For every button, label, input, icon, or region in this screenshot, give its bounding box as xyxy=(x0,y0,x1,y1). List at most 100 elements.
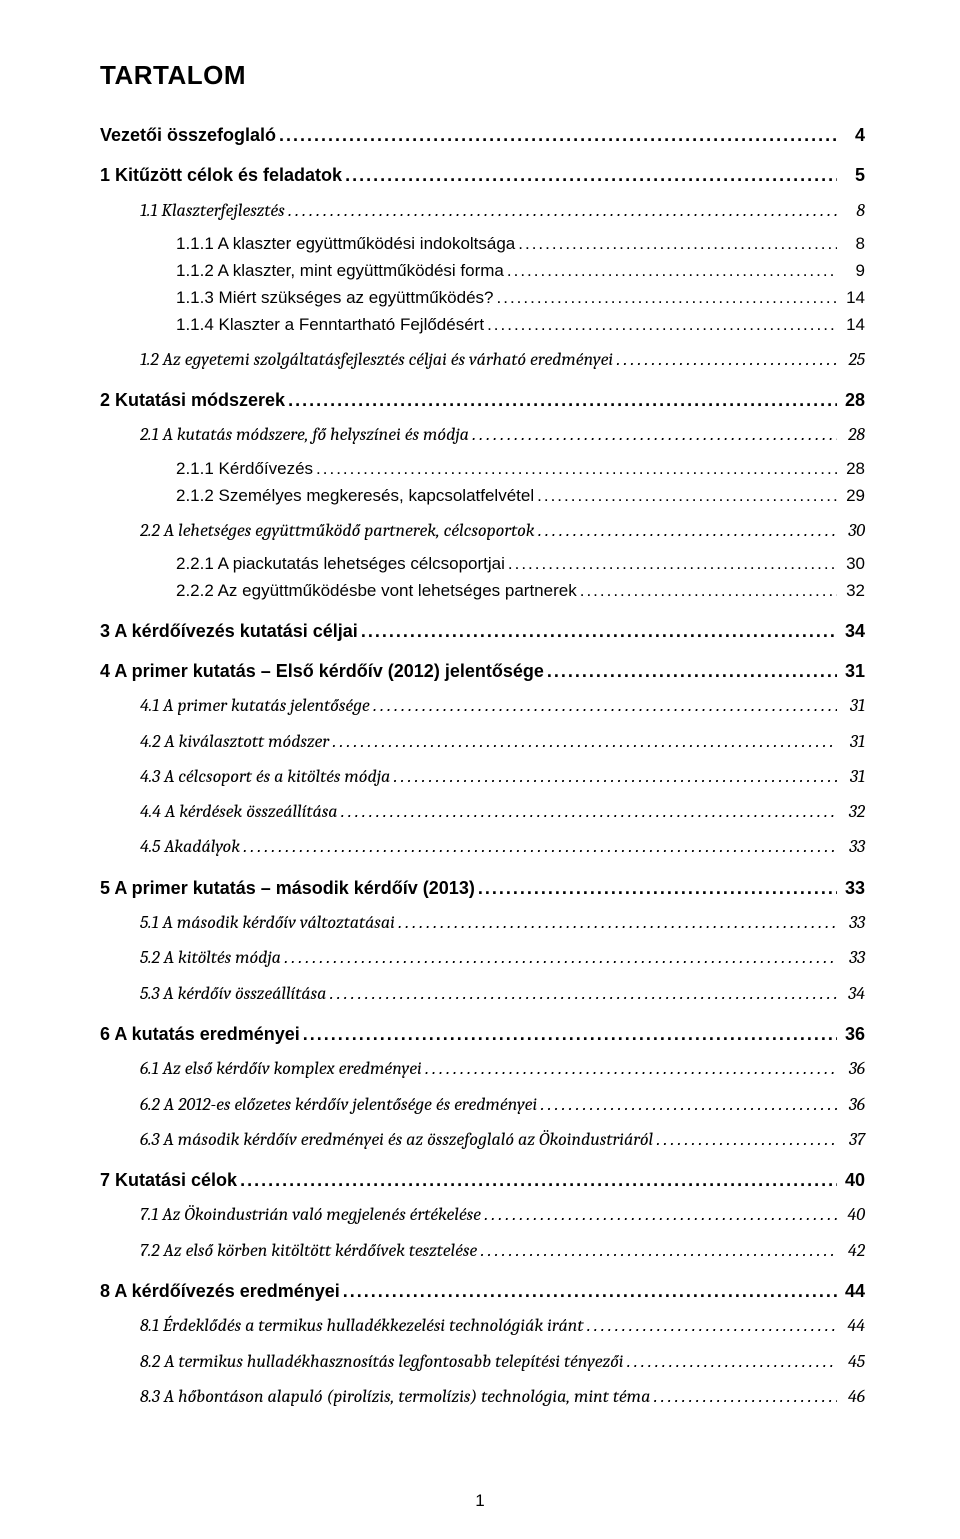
toc-leader: ........................................… xyxy=(505,553,837,576)
toc-entry-label: 7 Kutatási célok xyxy=(100,1168,237,1192)
toc-entry-label: 4.5 Akadályok xyxy=(140,835,240,859)
toc-entry-label: 4 A primer kutatás – Első kérdőív (2012)… xyxy=(100,659,544,683)
toc-entry: 4 A primer kutatás – Első kérdőív (2012)… xyxy=(100,657,865,685)
toc-leader: ........................................… xyxy=(342,163,837,187)
toc-leader: ........................................… xyxy=(358,619,837,643)
toc-entry-page: 29 xyxy=(837,485,865,508)
toc-entry: Vezetői összefoglaló....................… xyxy=(100,121,865,149)
toc-entry: 1.1.4 Klaszter a Fenntartható Fejlődésér… xyxy=(100,312,865,339)
toc-entry-label: 1.2 Az egyetemi szolgáltatásfejlesztés c… xyxy=(140,348,613,372)
toc-entry-page: 44 xyxy=(837,1279,865,1303)
toc-entry: 2.1.1 Kérdőívezés.......................… xyxy=(100,456,865,483)
toc-entry: 2.1.2 Személyes megkeresés, kapcsolatfel… xyxy=(100,483,865,510)
toc-entry: 8.2 A termikus hulladékhasznosítás legfo… xyxy=(100,1347,865,1376)
toc-leader: ........................................… xyxy=(477,1238,837,1262)
toc-entry-page: 31 xyxy=(837,659,865,683)
toc-leader: ........................................… xyxy=(535,518,837,542)
toc-entry-label: 8 A kérdőívezés eredményei xyxy=(100,1279,340,1303)
toc-leader: ........................................… xyxy=(338,799,837,823)
toc-entry-label: 1.1.2 A klaszter, mint együttműködési fo… xyxy=(176,260,504,283)
toc-list: Vezetői összefoglaló....................… xyxy=(100,121,865,1411)
toc-entry-page: 9 xyxy=(837,260,865,283)
toc-entry-label: 1.1.1 A klaszter együttműködési indokolt… xyxy=(176,233,515,256)
toc-entry: 5 A primer kutatás – második kérdőív (20… xyxy=(100,874,865,902)
toc-entry: 2 Kutatási módszerek....................… xyxy=(100,386,865,414)
toc-leader: ........................................… xyxy=(494,287,838,310)
toc-entry: 6.1 Az első kérdőív komplex eredményei..… xyxy=(100,1054,865,1083)
toc-entry-label: 6.3 A második kérdőív eredményei és az ö… xyxy=(140,1128,653,1152)
toc-entry: 8.3 A hőbontáson alapuló (pirolízis, ter… xyxy=(100,1382,865,1411)
toc-entry: 7.1 Az Ökoindustrián való megjelenés ért… xyxy=(100,1200,865,1229)
toc-leader: ........................................… xyxy=(475,876,837,900)
toc-entry-page: 40 xyxy=(837,1168,865,1192)
toc-entry-label: 2.2.1 A piackutatás lehetséges célcsopor… xyxy=(176,553,505,576)
toc-entry-page: 4 xyxy=(837,123,865,147)
toc-entry: 6.2 A 2012-es előzetes kérdőív jelentősé… xyxy=(100,1090,865,1119)
toc-entry-page: 34 xyxy=(837,982,865,1006)
toc-entry-page: 8 xyxy=(837,199,865,223)
toc-entry-label: 1.1 Klaszterfejlesztés xyxy=(140,199,285,223)
toc-entry-label: 2.1.1 Kérdőívezés xyxy=(176,458,313,481)
toc-entry-label: 5 A primer kutatás – második kérdőív (20… xyxy=(100,876,475,900)
toc-entry-page: 28 xyxy=(837,423,865,447)
toc-entry: 1.1.2 A klaszter, mint együttműködési fo… xyxy=(100,258,865,285)
toc-entry-label: 7.1 Az Ökoindustrián való megjelenés ért… xyxy=(140,1203,481,1227)
toc-leader: ........................................… xyxy=(326,981,837,1005)
toc-entry-label: 3 A kérdőívezés kutatási céljai xyxy=(100,619,358,643)
toc-entry-page: 36 xyxy=(837,1093,865,1117)
toc-leader: ........................................… xyxy=(577,580,837,603)
toc-entry-page: 30 xyxy=(837,519,865,543)
toc-entry-label: 6.2 A 2012-es előzetes kérdőív jelentősé… xyxy=(140,1093,537,1117)
toc-entry-page: 32 xyxy=(837,800,865,824)
toc-leader: ........................................… xyxy=(240,834,837,858)
toc-entry-label: 6 A kutatás eredményei xyxy=(100,1022,300,1046)
toc-entry-label: 8.2 A termikus hulladékhasznosítás legfo… xyxy=(140,1350,624,1374)
toc-leader: ........................................… xyxy=(484,314,837,337)
toc-entry: 5.2 A kitöltés módja....................… xyxy=(100,943,865,972)
toc-leader: ........................................… xyxy=(340,1279,837,1303)
toc-leader: ........................................… xyxy=(650,1384,837,1408)
toc-entry-page: 36 xyxy=(837,1057,865,1081)
toc-leader: ........................................… xyxy=(237,1168,837,1192)
toc-entry-page: 42 xyxy=(837,1239,865,1263)
toc-entry-label: 5.3 A kérdőív összeállítása xyxy=(140,982,326,1006)
toc-entry: 3 A kérdőívezés kutatási céljai.........… xyxy=(100,617,865,645)
toc-entry-label: 8.1 Érdeklődés a termikus hulladékkezelé… xyxy=(140,1314,583,1338)
toc-entry: 5.1 A második kérdőív változtatásai.....… xyxy=(100,908,865,937)
toc-leader: ........................................… xyxy=(544,659,837,683)
toc-entry: 2.2.1 A piackutatás lehetséges célcsopor… xyxy=(100,551,865,578)
toc-entry: 8 A kérdőívezés eredményei..............… xyxy=(100,1277,865,1305)
toc-entry: 5.3 A kérdőív összeállítása.............… xyxy=(100,979,865,1008)
toc-entry-label: 1.1.3 Miért szükséges az együttműködés? xyxy=(176,287,494,310)
toc-leader: ........................................… xyxy=(534,485,837,508)
toc-entry: 4.4 A kérdések összeállítása............… xyxy=(100,797,865,826)
toc-leader: ........................................… xyxy=(653,1127,837,1151)
toc-entry-label: 4.4 A kérdések összeállítása xyxy=(140,800,338,824)
toc-leader: ........................................… xyxy=(481,1202,837,1226)
toc-entry: 4.5 Akadályok...........................… xyxy=(100,832,865,861)
toc-entry-page: 28 xyxy=(837,388,865,412)
toc-entry: 7.2 Az első körben kitöltött kérdőívek t… xyxy=(100,1236,865,1265)
toc-entry-page: 36 xyxy=(837,1022,865,1046)
toc-entry-page: 31 xyxy=(837,730,865,754)
toc-entry: 6.3 A második kérdőív eredményei és az ö… xyxy=(100,1125,865,1154)
toc-entry-label: 4.2 A kiválasztott módszer xyxy=(140,730,329,754)
toc-leader: ........................................… xyxy=(281,945,837,969)
toc-entry-label: 5.2 A kitöltés módja xyxy=(140,946,281,970)
toc-leader: ........................................… xyxy=(504,260,837,283)
toc-entry-label: 2.1 A kutatás módszere, fő helyszínei és… xyxy=(140,423,469,447)
toc-entry-page: 8 xyxy=(837,233,865,256)
toc-entry: 1.2 Az egyetemi szolgáltatásfejlesztés c… xyxy=(100,345,865,374)
toc-entry-page: 40 xyxy=(837,1203,865,1227)
toc-entry-page: 31 xyxy=(837,765,865,789)
toc-entry-label: 2 Kutatási módszerek xyxy=(100,388,285,412)
toc-leader: ........................................… xyxy=(390,764,837,788)
toc-entry-label: 4.1 A primer kutatás jelentősége xyxy=(140,694,370,718)
toc-entry-page: 34 xyxy=(837,619,865,643)
toc-entry-page: 37 xyxy=(837,1128,865,1152)
toc-leader: ........................................… xyxy=(613,347,837,371)
toc-leader: ........................................… xyxy=(469,422,837,446)
toc-entry-label: 1.1.4 Klaszter a Fenntartható Fejlődésér… xyxy=(176,314,484,337)
toc-leader: ........................................… xyxy=(515,233,837,256)
toc-entry-label: Vezetői összefoglaló xyxy=(100,123,276,147)
